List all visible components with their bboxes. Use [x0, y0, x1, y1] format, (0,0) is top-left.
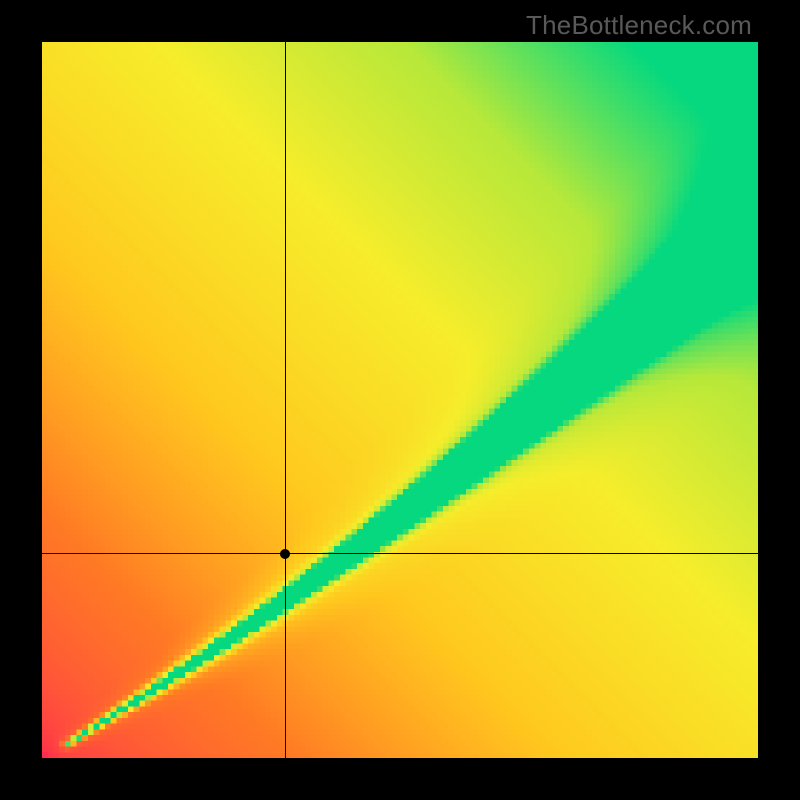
- watermark-text: TheBottleneck.com: [526, 10, 752, 41]
- crosshair-marker: [280, 549, 290, 559]
- bottleneck-heatmap: [42, 42, 758, 758]
- crosshair-vertical: [285, 42, 286, 758]
- crosshair-horizontal: [42, 553, 758, 554]
- image-root: TheBottleneck.com: [0, 0, 800, 800]
